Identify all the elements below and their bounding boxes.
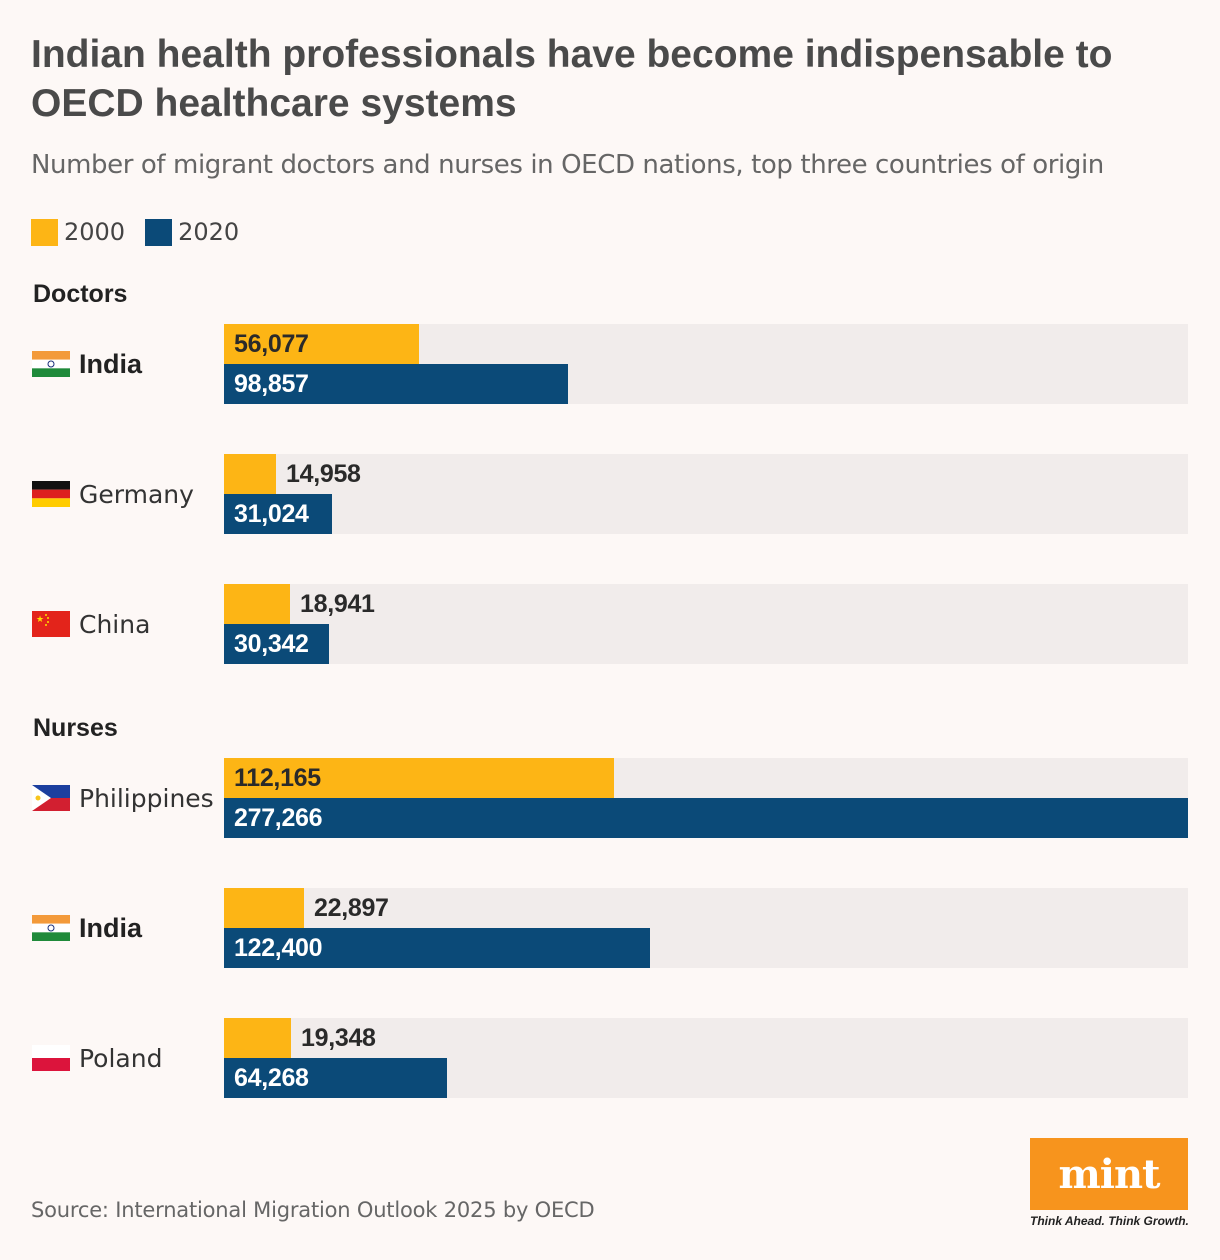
value-label-2000-nurses-india: 22,897 [314, 894, 389, 922]
country-name: Germany [79, 479, 194, 509]
section-title-nurses: Nurses [33, 714, 118, 742]
bar-track-doctors-india: 56,077 98,857 [224, 324, 1188, 404]
legend: 2000 2020 [31, 218, 259, 246]
poland-flag-icon [32, 1045, 70, 1071]
value-label-2000-doctors-india: 56,077 [234, 330, 309, 358]
country-name: India [79, 912, 143, 943]
section-title-doctors: Doctors [33, 280, 128, 308]
value-label-2000-nurses-philippines: 112,165 [234, 764, 321, 792]
bar-2020-nurses-philippines [224, 798, 1188, 838]
bar-track-nurses-philippines: 112,165 277,266 [224, 758, 1188, 838]
bar-track-nurses-poland: 19,348 64,268 [224, 1018, 1188, 1098]
legend-swatch-2020 [145, 218, 173, 246]
value-label-2000-doctors-germany: 14,958 [286, 460, 361, 488]
china-flag-icon: ★ [32, 611, 70, 637]
value-label-2000-doctors-china: 18,941 [300, 590, 375, 618]
bar-2020-doctors-india [224, 364, 568, 404]
svg-text:★: ★ [36, 615, 44, 625]
country-name: China [79, 609, 151, 639]
logo-tagline: Think Ahead. Think Growth. [1030, 1214, 1189, 1228]
value-label-2020-doctors-china: 30,342 [234, 630, 309, 658]
value-label-2020-nurses-poland: 64,268 [234, 1064, 309, 1092]
value-label-2020-doctors-germany: 31,024 [234, 500, 309, 528]
india-flag-icon [32, 915, 70, 941]
row-label-nurses-philippines: Philippines [32, 758, 214, 838]
bar-2020-doctors-germany [224, 494, 332, 534]
mint-logo: mint [1030, 1138, 1188, 1210]
value-label-2020-nurses-india: 122,400 [234, 934, 323, 962]
bar-2000-doctors-germany [224, 454, 276, 494]
bar-track-nurses-india: 22,897 122,400 [224, 888, 1188, 968]
country-name: India [79, 348, 143, 379]
source-note: Source: International Migration Outlook … [31, 1198, 595, 1222]
germany-flag-icon [32, 481, 70, 507]
row-label-doctors-india: India [32, 324, 142, 404]
bar-2000-nurses-poland [224, 1018, 291, 1058]
country-name: Philippines [79, 783, 214, 813]
bar-2020-doctors-china [224, 624, 329, 664]
india-flag-icon [32, 351, 70, 377]
legend-item-2020: 2020 [145, 218, 239, 246]
chart-title: Indian health professionals have become … [31, 33, 1113, 125]
legend-label-2020: 2020 [178, 218, 240, 246]
legend-label-2000: 2000 [64, 218, 126, 246]
legend-item-2000: 2000 [31, 218, 125, 246]
value-label-2000-nurses-poland: 19,348 [301, 1024, 376, 1052]
bar-2000-nurses-philippines [224, 758, 614, 798]
bar-track-doctors-germany: 14,958 31,024 [224, 454, 1188, 534]
bar-2020-nurses-india [224, 928, 650, 968]
bar-track-doctors-china: 18,941 30,342 [224, 584, 1188, 664]
row-label-nurses-poland: Poland [32, 1018, 162, 1098]
bar-2000-nurses-india [224, 888, 304, 928]
country-name: Poland [79, 1043, 163, 1073]
legend-swatch-2000 [31, 218, 58, 246]
chart-subtitle: Number of migrant doctors and nurses in … [31, 150, 1104, 180]
logo-text: mint [1058, 1150, 1160, 1198]
row-label-doctors-china: ★ China [32, 584, 150, 664]
bar-2020-nurses-poland [224, 1058, 447, 1098]
bar-2000-doctors-india [224, 324, 419, 364]
value-label-2020-doctors-india: 98,857 [234, 370, 309, 398]
bar-2000-doctors-china [224, 584, 290, 624]
row-label-doctors-germany: Germany [32, 454, 194, 534]
philippines-flag-icon [32, 785, 70, 811]
row-label-nurses-india: India [32, 888, 142, 968]
value-label-2020-nurses-philippines: 277,266 [234, 804, 323, 832]
